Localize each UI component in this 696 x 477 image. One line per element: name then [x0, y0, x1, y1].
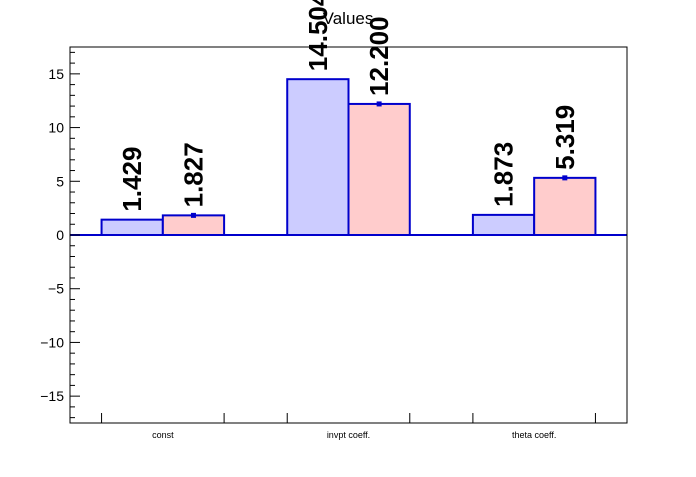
data-label: 1.429	[117, 147, 147, 212]
x-category-label: const	[152, 430, 174, 440]
data-label: 1.873	[489, 142, 519, 207]
data-label: 1.827	[178, 142, 208, 207]
y-tick-label: −5	[48, 281, 64, 297]
data-label: 5.319	[550, 105, 580, 170]
bar-const-series-1	[100, 218, 164, 236]
error-marker-2	[376, 101, 382, 107]
bar-theta-coeff--series-2	[533, 176, 597, 237]
y-tick-label: 10	[48, 120, 64, 136]
bar-invpt-coeff--series-1	[286, 78, 350, 237]
y-tick-label: 0	[56, 227, 64, 243]
bar-theta-coeff--series-1	[471, 213, 536, 237]
y-tick-label: −10	[40, 334, 64, 350]
chart-title: Values	[323, 9, 374, 28]
x-category-label: theta coeff.	[512, 430, 556, 440]
data-label: 12.200	[364, 16, 394, 96]
y-tick-label: −15	[40, 388, 64, 404]
error-marker-3	[562, 175, 568, 181]
data-label: 14.504	[303, 0, 333, 71]
error-marker-1	[190, 212, 196, 218]
y-tick-label: 5	[56, 173, 64, 189]
y-tick-label: 15	[48, 66, 64, 82]
bar-invpt-coeff--series-2	[347, 102, 411, 236]
bar-const-series-2	[161, 214, 226, 237]
x-category-label: invpt coeff.	[327, 430, 370, 440]
